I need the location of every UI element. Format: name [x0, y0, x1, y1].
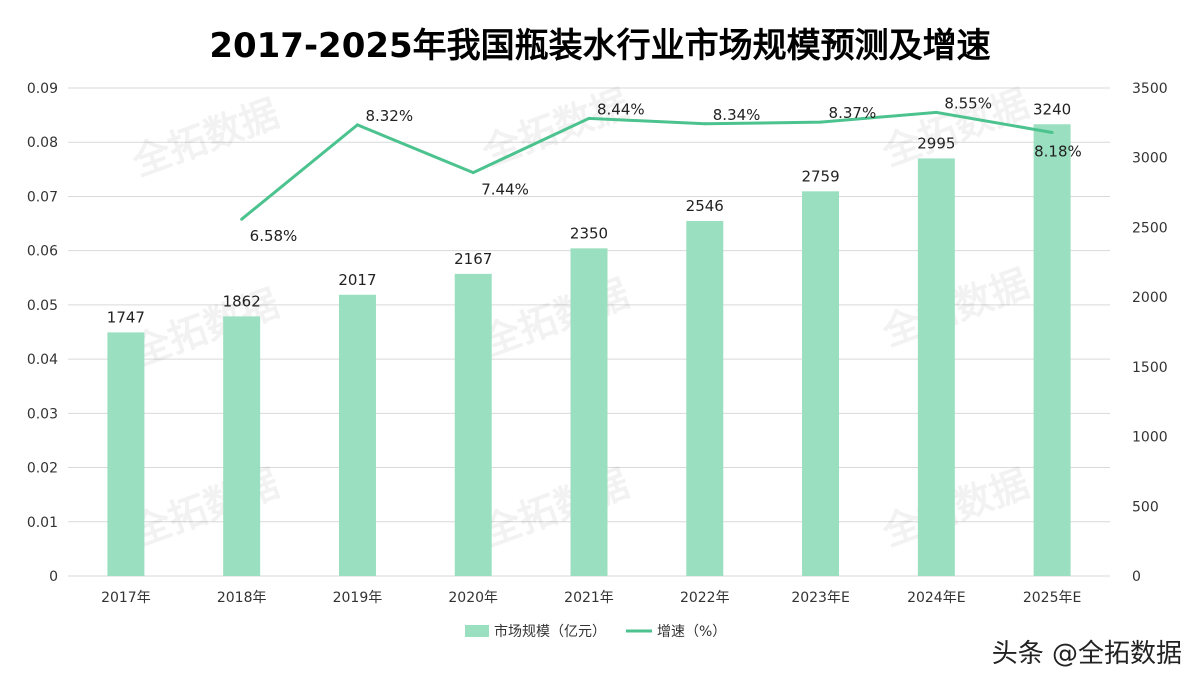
x-axis-tick: 2022年 [680, 590, 730, 606]
line-data-label: 8.34% [713, 106, 761, 124]
left-axis-tick: 0.07 [27, 189, 58, 205]
x-axis-tick: 2024年E [907, 590, 965, 606]
bar [454, 273, 492, 576]
line-point [587, 116, 591, 120]
left-axis-tick: 0.06 [27, 244, 58, 260]
chart-title: 2017-2025年我国瓶装水行业市场规模预测及增速 [209, 26, 991, 66]
right-axis-tick: 1500 [1132, 360, 1168, 376]
line-data-label: 8.55% [944, 94, 992, 112]
line-point [471, 171, 475, 175]
line-point [934, 110, 938, 114]
line-point [703, 122, 707, 126]
line-data-label: 8.37% [829, 104, 877, 122]
x-axis-tick: 2023年E [791, 590, 849, 606]
left-axis-tick: 0.02 [27, 461, 58, 477]
bar-data-label: 2350 [570, 224, 608, 242]
bar-data-label: 1862 [223, 292, 261, 310]
right-axis-tick: 2500 [1132, 220, 1168, 236]
line-data-label: 8.44% [597, 100, 645, 118]
legend-bar-swatch [465, 625, 489, 637]
legend-bar-label: 市场规模（亿元） [494, 623, 606, 640]
right-axis-tick: 0 [1132, 569, 1141, 585]
watermark: 全拓数据 [126, 91, 285, 185]
right-axis-tick: 1000 [1132, 430, 1168, 446]
right-axis-tick: 2000 [1132, 290, 1168, 306]
left-axis-tick: 0.01 [27, 515, 58, 531]
bar [686, 221, 724, 576]
bar [223, 316, 261, 576]
line-point [355, 123, 359, 127]
bar-data-label: 3240 [1033, 100, 1071, 118]
x-axis-tick: 2021年 [564, 590, 614, 606]
bar [338, 294, 376, 576]
legend-line-label: 增速（%） [657, 624, 726, 640]
right-axis-tick: 3500 [1132, 81, 1168, 97]
x-axis-tick: 2017年 [101, 590, 151, 606]
watermark: 全拓数据 [476, 271, 635, 365]
bar [570, 248, 608, 577]
watermark: 全拓数据 [126, 461, 285, 555]
watermark: 全拓数据 [476, 461, 635, 555]
line-data-label: 8.32% [365, 107, 413, 125]
bar [802, 191, 840, 576]
watermark: 全拓数据 [876, 261, 1035, 355]
x-axis-tick: 2019年 [333, 590, 383, 606]
line-data-label: 6.58% [250, 227, 298, 245]
left-axis-tick: 0.08 [27, 135, 58, 151]
right-axis-tick: 3000 [1132, 151, 1168, 167]
bar-data-label: 2167 [454, 250, 492, 268]
right-axis-tick: 500 [1132, 499, 1159, 515]
bar-data-label: 2546 [686, 197, 724, 215]
line-data-label: 7.44% [481, 181, 529, 199]
x-axis-tick: 2018年 [217, 590, 267, 606]
left-axis-tick: 0.04 [27, 352, 58, 368]
left-axis-tick: 0.09 [27, 81, 58, 97]
bar-data-label: 2759 [801, 167, 839, 185]
bar-data-label: 1747 [107, 308, 145, 326]
line-point [1050, 130, 1054, 134]
left-axis-tick: 0 [49, 569, 58, 585]
bar-data-label: 2017 [338, 271, 376, 289]
line-series [240, 110, 1053, 221]
line-data-label: 8.18% [1034, 142, 1082, 160]
bar [1033, 124, 1071, 576]
watermark: 全拓数据 [876, 461, 1035, 555]
line-point [240, 217, 244, 221]
left-axis-tick: 0.05 [27, 298, 58, 314]
left-axis-tick: 0.03 [27, 406, 58, 422]
bar [917, 158, 955, 576]
x-axis-tick: 2025年E [1023, 590, 1081, 606]
bar [107, 332, 145, 576]
bar-data-label: 2995 [917, 134, 955, 152]
credit-text: 头条 @全拓数据 [991, 639, 1182, 669]
x-axis-tick: 2020年 [448, 590, 498, 606]
line-point [819, 120, 823, 124]
